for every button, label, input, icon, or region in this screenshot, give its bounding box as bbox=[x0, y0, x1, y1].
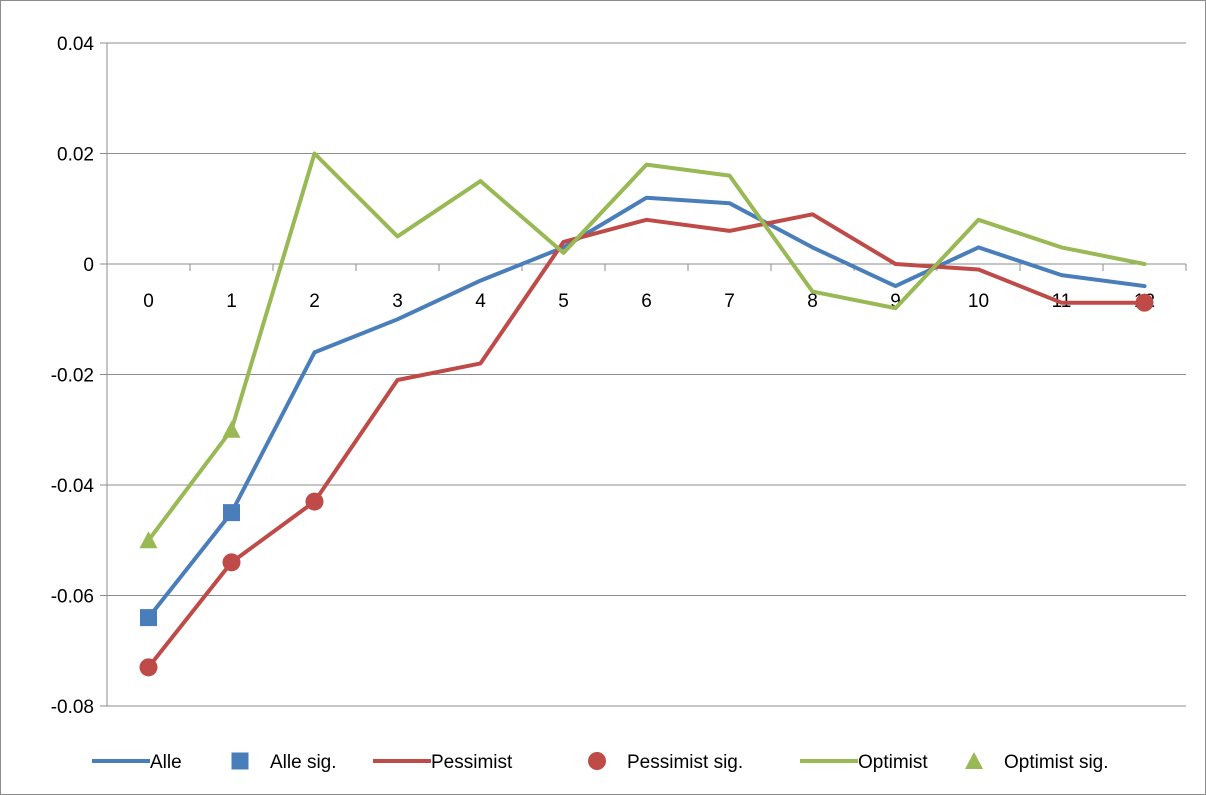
legend: Alle Alle sig. Pessimist Pessimist sig. Opti… bbox=[92, 752, 1109, 773]
y-tick-label-5: -0.06 bbox=[51, 587, 94, 608]
series-lines bbox=[146, 151, 1147, 670]
marker-pessimist-sig-0 bbox=[139, 658, 158, 677]
series-line-alle bbox=[146, 195, 1147, 620]
marker-pessimist-sig-12 bbox=[1135, 293, 1154, 312]
legend-label-optimist: Optimist bbox=[858, 752, 928, 773]
y-tick-label-3: -0.02 bbox=[51, 366, 94, 387]
x-tick-label-1: 1 bbox=[226, 291, 237, 312]
marker-pessimist-sig-2 bbox=[305, 492, 324, 511]
x-tick-label-6: 6 bbox=[641, 291, 652, 312]
axes bbox=[100, 42, 1187, 707]
legend-symbol-alle-sig bbox=[231, 752, 249, 770]
legend-label-alle-sig: Alle sig. bbox=[270, 752, 337, 773]
gridlines bbox=[107, 42, 1186, 707]
series-markers bbox=[139, 293, 1154, 677]
marker-optimist-sig-1 bbox=[222, 420, 241, 438]
x-tick-label-10: 10 bbox=[968, 291, 989, 312]
legend-label-pessimist: Pessimist bbox=[431, 752, 513, 773]
y-tick-label-1: 0.02 bbox=[57, 145, 94, 166]
legend-item-pessimist: Pessimist bbox=[373, 752, 513, 773]
x-tick-label-0: 0 bbox=[143, 291, 154, 312]
x-tick-label-7: 7 bbox=[724, 291, 735, 312]
y-tick-label-6: -0.08 bbox=[51, 697, 94, 718]
legend-item-pessimist-sig: Pessimist sig. bbox=[588, 752, 743, 773]
legend-label-pessimist-sig: Pessimist sig. bbox=[627, 752, 743, 773]
x-tick-labels: 0123456789101112 bbox=[143, 291, 1155, 312]
marker-alle-sig-1 bbox=[223, 504, 240, 522]
legend-symbol-pessimist-sig bbox=[588, 752, 606, 770]
legend-item-optimist-sig: Optimist sig. bbox=[965, 752, 1109, 773]
legend-symbol-optimist-sig bbox=[965, 752, 983, 769]
x-tick-label-2: 2 bbox=[309, 291, 320, 312]
series-line-pessimist bbox=[146, 212, 1147, 670]
y-tick-label-2: 0 bbox=[83, 255, 94, 276]
x-tick-label-3: 3 bbox=[392, 291, 403, 312]
x-tick-label-4: 4 bbox=[475, 291, 486, 312]
x-tick-label-8: 8 bbox=[807, 291, 818, 312]
marker-optimist-sig-0 bbox=[139, 531, 158, 549]
marker-alle-sig-0 bbox=[140, 609, 157, 627]
x-tick-label-9: 9 bbox=[890, 291, 901, 312]
y-tick-label-0: 0.04 bbox=[57, 34, 94, 55]
marker-pessimist-sig-1 bbox=[222, 553, 241, 572]
x-tick-label-5: 5 bbox=[558, 291, 569, 312]
legend-item-optimist: Optimist bbox=[800, 752, 928, 773]
legend-label-alle: Alle bbox=[150, 752, 182, 773]
legend-item-alle: Alle bbox=[92, 752, 182, 773]
series-line-optimist bbox=[146, 151, 1147, 543]
legend-label-optimist-sig: Optimist sig. bbox=[1004, 752, 1109, 773]
legend-item-alle-sig: Alle sig. bbox=[231, 752, 337, 773]
y-tick-labels: 0.04 0.02 0 -0.02 -0.04 -0.06 -0.08 bbox=[51, 34, 95, 718]
y-tick-label-4: -0.04 bbox=[51, 476, 95, 497]
